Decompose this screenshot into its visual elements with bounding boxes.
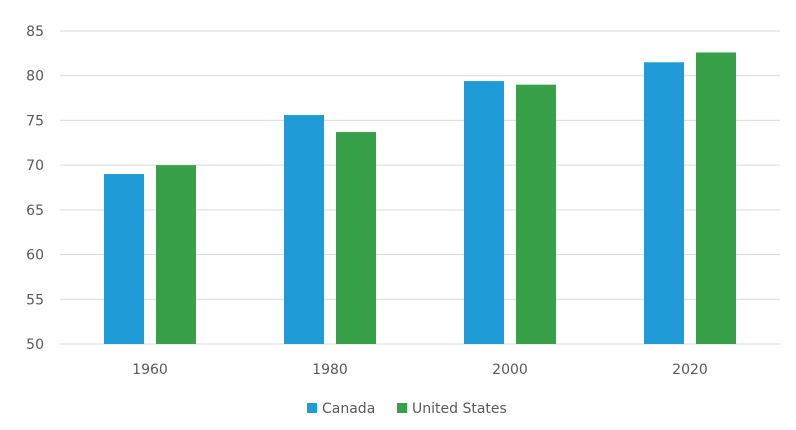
legend: Canada United States: [307, 401, 507, 417]
y-tick-label-70: 70: [26, 158, 44, 174]
x-tick-label-1960: 1960: [132, 362, 168, 378]
y-tick-label-80: 80: [26, 69, 44, 85]
legend-label-united-states: United States: [412, 401, 507, 417]
bar-united-states-2020: [696, 52, 736, 344]
bar-united-states-1980: [336, 132, 376, 344]
y-tick-label-50: 50: [26, 337, 44, 353]
x-tick-label-1980: 1980: [312, 362, 348, 378]
y-tick-label-75: 75: [26, 113, 44, 129]
x-tick-label-2020: 2020: [672, 362, 708, 378]
legend-label-canada: Canada: [322, 401, 375, 417]
y-tick-label-85: 85: [26, 24, 44, 40]
y-tick-label-65: 65: [26, 203, 44, 219]
bar-canada-2020: [644, 62, 684, 345]
legend-swatch-united-states: [397, 403, 407, 413]
x-tick-label-2000: 2000: [492, 362, 528, 378]
y-tick-label-60: 60: [26, 248, 44, 264]
bar-canada-2000: [464, 81, 504, 344]
bars: [104, 52, 736, 345]
bar-canada-1960: [104, 174, 144, 344]
bar-united-states-2000: [516, 84, 556, 345]
y-tick-label-55: 55: [26, 292, 44, 308]
bar-united-states-1960: [156, 165, 196, 344]
legend-swatch-canada: [307, 403, 317, 413]
bar-canada-1980: [284, 115, 324, 344]
x-axis-ticks: 1960 1980 2000 2020: [132, 362, 708, 378]
y-axis-ticks: 50 55 60 65 70 75 80 85: [26, 24, 44, 353]
